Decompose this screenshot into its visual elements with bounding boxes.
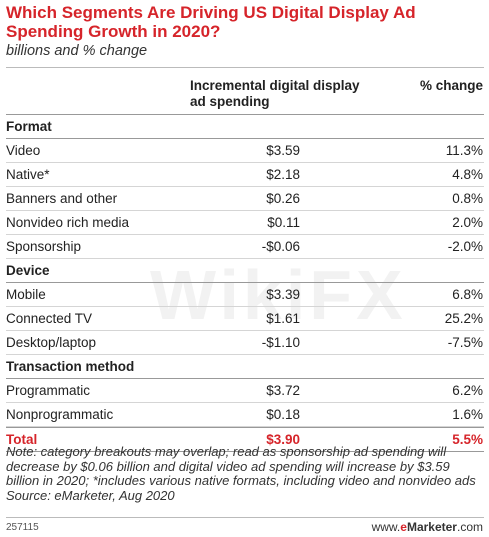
row-change: 0.8% [452,191,483,206]
row-label: Nonprogrammatic [6,407,114,422]
section-label: Device [6,263,50,278]
row-label: Native* [6,167,50,182]
row-change: 1.6% [452,407,483,422]
row-amount: $3.72 [266,383,300,398]
footnote: Note: category breakouts may overlap; re… [6,444,484,503]
table-row: Video $3.59 11.3% [6,139,484,163]
row-amount: $3.39 [266,287,300,302]
row-amount: $0.18 [266,407,300,422]
chart-id: 257115 [6,522,39,533]
brand-logo: www.eMarketer.com [372,520,483,534]
row-change: 2.0% [452,215,483,230]
row-amount: -$0.06 [261,239,300,254]
column-header-amount: Incremental digital display ad spending [190,78,360,109]
total-change: 5.5% [452,432,483,447]
row-change: 25.2% [444,311,483,326]
section-header: Format [6,115,484,139]
row-amount: $0.11 [267,215,300,230]
total-row: Total $3.90 5.5% [6,427,484,452]
row-change: -7.5% [447,335,483,350]
row-label: Nonvideo rich media [6,215,130,230]
row-label: Video [6,143,41,158]
table-row: Connected TV $1.61 25.2% [6,307,484,331]
brand-suffix: .com [456,520,483,534]
total-label: Total [6,432,38,447]
source-text: Source: eMarketer, Aug 2020 [6,487,175,503]
row-change: 6.2% [452,383,483,398]
top-divider [6,67,484,68]
table-row: Nonvideo rich media $0.11 2.0% [6,211,484,235]
section-header: Device [6,259,484,283]
row-change: 6.8% [452,287,483,302]
section-label: Transaction method [6,359,135,374]
row-label: Banners and other [6,191,118,206]
row-amount: $1.61 [266,311,300,326]
header-divider [6,114,484,115]
section-header: Transaction method [6,355,484,379]
row-change: 4.8% [452,167,483,182]
column-header-change: % change [419,78,483,93]
row-amount: $2.18 [266,167,300,182]
row-label: Programmatic [6,383,91,398]
row-label: Sponsorship [6,239,82,254]
brand-prefix: www. [371,520,401,534]
row-amount: $0.26 [266,191,300,206]
chart-subtitle: billions and % change [6,43,148,59]
section-label: Format [6,119,52,134]
row-label: Mobile [6,287,46,302]
row-label: Connected TV [6,311,93,326]
row-change: 11.3% [445,143,483,158]
brand-name: Marketer [406,520,457,534]
table-row: Nonprogrammatic $0.18 1.6% [6,403,484,427]
row-change: -2.0% [447,239,483,254]
row-amount: -$1.10 [261,335,300,350]
data-table: Format Video $3.59 11.3% Native* $2.18 4.8% Ban… [6,115,484,452]
brand-e: e [400,520,407,534]
table-row: Sponsorship -$0.06 -2.0% [6,235,484,259]
row-label: Desktop/laptop [6,335,97,350]
chart-title: Which Segments Are Driving US Digital Di… [6,3,416,41]
table-row: Programmatic $3.72 6.2% [6,379,484,403]
table-row: Mobile $3.39 6.8% [6,283,484,307]
table-row: Native* $2.18 4.8% [6,163,484,187]
note-text: Note: category breakouts may overlap; re… [6,444,476,488]
footer-divider [6,517,484,518]
total-amount: $3.90 [266,432,300,447]
table-row: Banners and other $0.26 0.8% [6,187,484,211]
row-amount: $3.59 [266,143,300,158]
table-row: Desktop/laptop -$1.10 -7.5% [6,331,484,355]
